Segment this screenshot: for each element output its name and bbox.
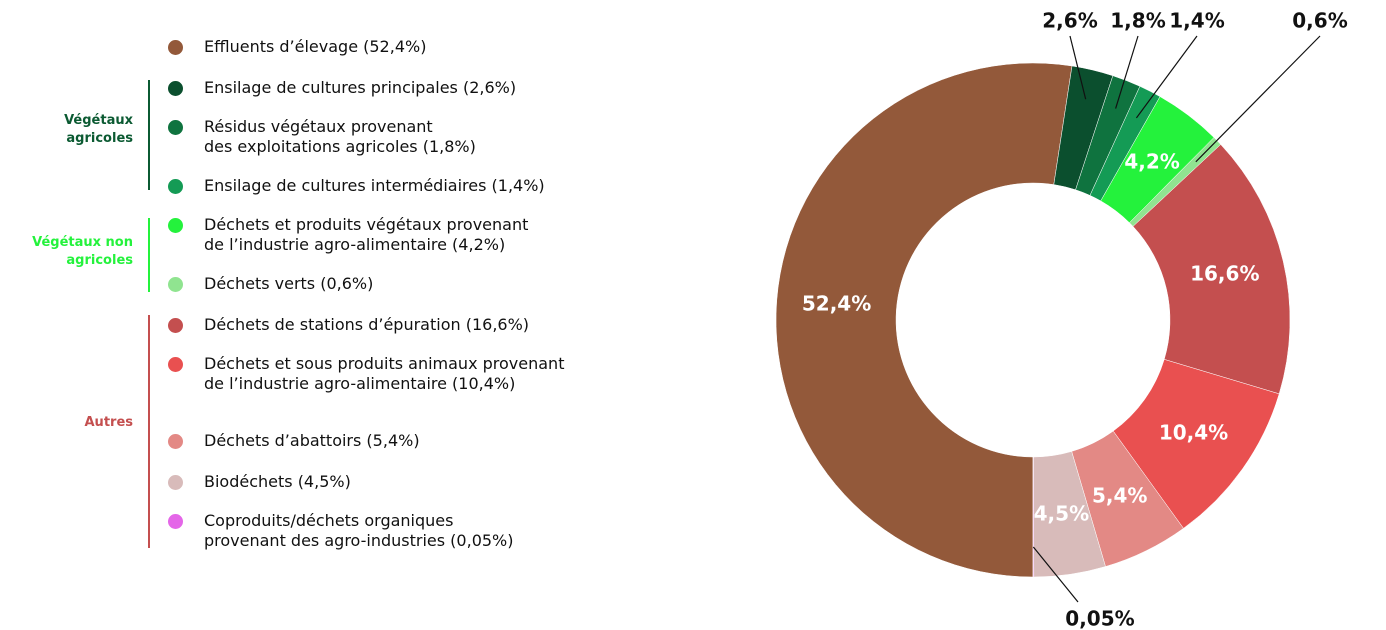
data-label: 5,4% (1092, 483, 1147, 507)
legend-label: Déchets et produits végétaux provenant d… (204, 215, 529, 254)
leader-line (1115, 35, 1139, 109)
legend-label: Déchets verts (0,6%) (204, 274, 374, 293)
group-label: Autres (84, 415, 134, 430)
legend-marker (168, 40, 183, 55)
data-label: 52,4% (802, 291, 871, 315)
legend-marker (168, 120, 183, 135)
group-bracket (148, 80, 150, 190)
legend-label: Coproduits/déchets organiques provenant … (204, 511, 514, 550)
data-label: 16,6% (1190, 262, 1259, 286)
legend-marker (168, 475, 183, 490)
group-bracket (148, 315, 150, 548)
group-bracket (148, 218, 150, 292)
legend-label: Déchets de stations d’épuration (16,6%) (204, 315, 530, 334)
legend-marker (168, 218, 183, 233)
legend-marker (168, 277, 183, 292)
donut-slice (1132, 144, 1291, 395)
data-label: 1,4% (1169, 9, 1224, 33)
legend-label: Effluents d’élevage (52,4%) (204, 37, 427, 56)
data-label: 0,6% (1292, 9, 1347, 33)
legend-marker (168, 81, 183, 96)
legend-label: Biodéchets (4,5%) (204, 472, 351, 491)
data-label: 1,8% (1110, 9, 1165, 33)
legend-label: Déchets d’abattoirs (5,4%) (204, 431, 420, 450)
legend-marker (168, 357, 183, 372)
legend-label: Ensilage de cultures principales (2,6%) (204, 78, 517, 97)
donut-slice (1032, 456, 1035, 578)
leader-line (1195, 35, 1321, 163)
data-label: 4,5% (1034, 501, 1089, 525)
data-label: 2,6% (1042, 9, 1097, 33)
group-label: Végétaux agricoles (64, 113, 133, 146)
legend-label: Ensilage de cultures intermédiaires (1,4… (204, 176, 545, 195)
legend-label: Déchets et sous produits animaux provena… (204, 354, 565, 393)
leader-line (1135, 35, 1198, 119)
group-label: Végétaux non agricoles (32, 235, 133, 268)
donut-slice (775, 62, 1073, 578)
legend-marker (168, 179, 183, 194)
legend-marker (168, 434, 183, 449)
legend-label: Résidus végétaux provenant des exploitat… (204, 117, 476, 156)
legend-marker (168, 514, 183, 529)
leader-line (1069, 35, 1087, 100)
legend-marker (168, 318, 183, 333)
data-label: 10,4% (1159, 421, 1228, 445)
data-label: 4,2% (1124, 150, 1179, 174)
data-label: 0,05% (1065, 607, 1134, 630)
leader-line (1032, 546, 1079, 603)
